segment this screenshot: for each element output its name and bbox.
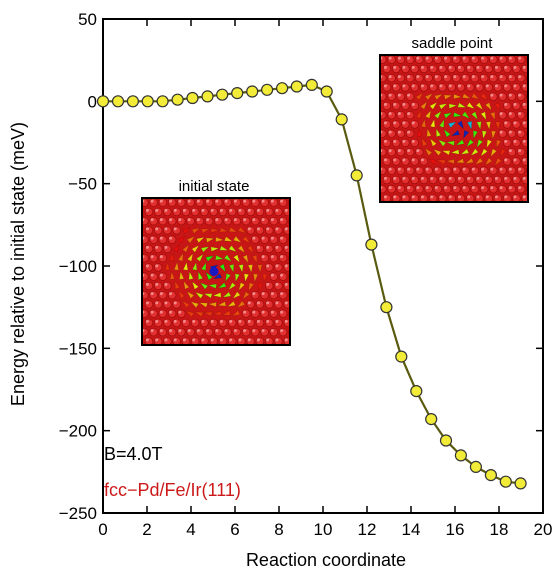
x-tick-label: 4 bbox=[186, 520, 195, 539]
initial-state-inset: initial state bbox=[141, 178, 291, 346]
data-point bbox=[156, 95, 169, 108]
data-point bbox=[454, 449, 467, 462]
data-point bbox=[216, 88, 229, 101]
field-annotation: B=4.0T bbox=[104, 444, 163, 464]
data-point bbox=[186, 91, 199, 105]
data-point bbox=[380, 301, 393, 314]
y-axis-title: Energy relative to initial state (meV) bbox=[8, 122, 28, 406]
y-tick-label: −150 bbox=[59, 339, 97, 358]
data-point bbox=[290, 80, 303, 93]
data-point bbox=[365, 238, 378, 251]
x-tick-label: 20 bbox=[534, 520, 553, 539]
x-tick-label: 6 bbox=[230, 520, 239, 539]
data-point bbox=[305, 78, 318, 92]
x-tick-label: 8 bbox=[274, 520, 283, 539]
data-point bbox=[410, 385, 423, 398]
y-tick-label: 0 bbox=[88, 92, 97, 111]
x-tick-label: 14 bbox=[402, 520, 421, 539]
inset-saddle-point-title: saddle point bbox=[412, 35, 494, 52]
x-tick-label: 12 bbox=[358, 520, 377, 539]
x-axis-title: Reaction coordinate bbox=[246, 550, 406, 570]
data-point bbox=[350, 169, 363, 182]
data-point bbox=[141, 95, 154, 108]
data-point bbox=[276, 82, 289, 95]
y-tick-label: 50 bbox=[78, 10, 97, 29]
x-tick-label: 2 bbox=[142, 520, 151, 539]
data-point bbox=[499, 475, 512, 488]
data-point bbox=[425, 413, 438, 426]
data-point bbox=[96, 95, 110, 108]
data-point bbox=[335, 113, 348, 126]
y-tick-label: −250 bbox=[59, 504, 97, 523]
y-tick-label: −50 bbox=[68, 175, 97, 194]
data-point bbox=[514, 477, 527, 490]
data-point bbox=[484, 469, 497, 482]
system-annotation: fcc−Pd/Fe/Ir(111) bbox=[104, 480, 241, 500]
data-point bbox=[231, 86, 244, 100]
x-tick-label: 16 bbox=[446, 520, 465, 539]
data-point bbox=[111, 95, 125, 108]
y-tick-label: −200 bbox=[59, 422, 97, 441]
data-point bbox=[469, 460, 482, 473]
x-tick-label: 10 bbox=[314, 520, 333, 539]
data-point bbox=[171, 93, 184, 106]
data-point bbox=[201, 90, 214, 103]
data-point bbox=[439, 434, 453, 447]
data-point bbox=[320, 85, 333, 98]
data-point bbox=[246, 85, 259, 98]
data-point bbox=[395, 350, 408, 363]
data-point bbox=[126, 95, 139, 108]
y-tick-label: −100 bbox=[59, 257, 97, 276]
x-tick-label: 0 bbox=[98, 520, 107, 539]
inset-initial-state-title: initial state bbox=[179, 178, 250, 195]
x-tick-label: 18 bbox=[490, 520, 509, 539]
saddle-point-inset: saddle point bbox=[379, 35, 529, 203]
data-point bbox=[261, 83, 274, 96]
